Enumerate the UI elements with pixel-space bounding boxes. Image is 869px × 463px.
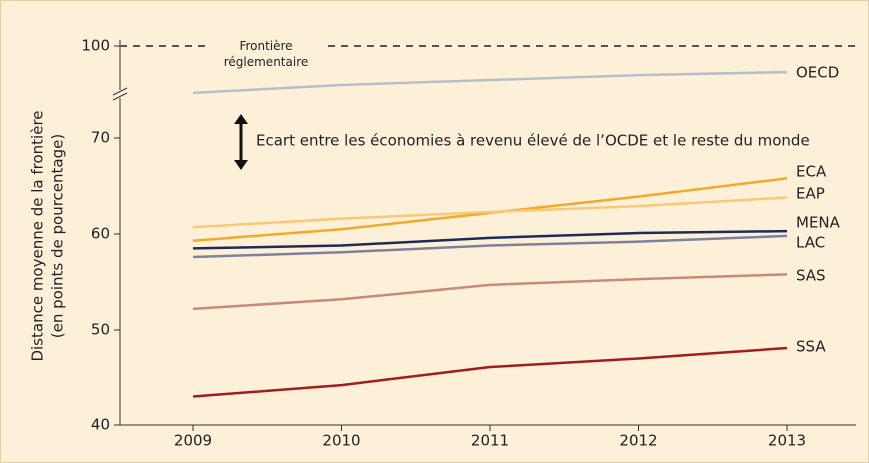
series-label: MENA [796, 214, 841, 232]
series-label: ECA [796, 163, 827, 181]
axis-break [112, 87, 128, 96]
y-tick-label: 100 [81, 37, 110, 55]
x-tick-label: 2011 [471, 432, 509, 450]
frontier-label-line: réglementaire [224, 55, 309, 69]
axis-break [112, 92, 128, 101]
series-label: EAP [796, 185, 825, 203]
series-line [192, 196, 788, 229]
series-line [192, 234, 788, 259]
y-tick-label: 50 [91, 321, 110, 339]
series-label: LAC [796, 234, 825, 252]
series-label: SAS [796, 267, 826, 285]
series-line [192, 70, 788, 95]
gap-arrow [234, 114, 248, 170]
y-tick-label: 40 [91, 416, 110, 434]
y-tick-label: 60 [91, 225, 110, 243]
annotation: Ecart entre les économies à revenu élevé… [256, 132, 810, 150]
frontier-label-line: Frontière [239, 39, 292, 53]
y-axis-label: Distance moyenne de la frontière [29, 110, 47, 361]
series-line [192, 229, 788, 250]
y-axis-label: (en points de pourcentage) [49, 134, 67, 338]
series-label: SSA [796, 338, 826, 356]
x-tick-label: 2009 [174, 432, 212, 450]
frontier-label: Frontière réglementaire [224, 39, 309, 69]
series-line [192, 273, 788, 311]
x-tick-label: 2013 [768, 432, 806, 450]
series-line [192, 346, 788, 398]
y-tick-label: 70 [91, 129, 110, 147]
frontier-label-bg [205, 36, 325, 70]
series-label: OECD [796, 64, 839, 82]
x-tick-label: 2010 [322, 432, 360, 450]
x-tick-label: 2012 [619, 432, 657, 450]
